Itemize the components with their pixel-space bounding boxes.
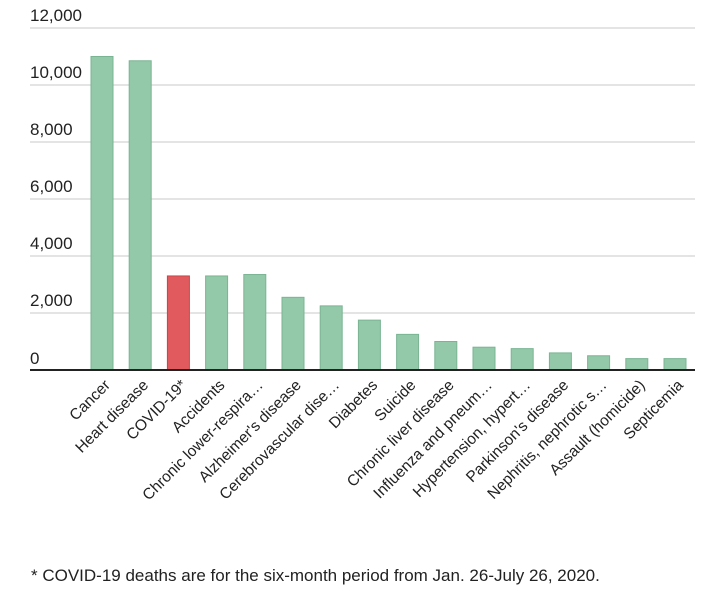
- y-tick-label: 8,000: [30, 120, 73, 139]
- bar: [205, 275, 229, 371]
- bar: [281, 296, 305, 371]
- y-tick-label: 12,000: [30, 6, 82, 25]
- bar: [128, 60, 152, 371]
- bar: [472, 346, 496, 371]
- bar: [548, 352, 572, 371]
- y-axis-tick-labels: 0 2,000 4,000 6,000 8,000 10,000 12,000: [30, 6, 82, 368]
- y-tick-label: 0: [30, 349, 39, 368]
- bar: [90, 56, 114, 371]
- bars: [90, 56, 687, 371]
- bar: [663, 358, 687, 371]
- bar: [587, 355, 611, 371]
- y-tick-label: 10,000: [30, 63, 82, 82]
- bar: [625, 358, 649, 371]
- y-tick-label: 6,000: [30, 177, 73, 196]
- footnote: * COVID-19 deaths are for the six-month …: [31, 566, 600, 585]
- y-tick-label: 4,000: [30, 234, 73, 253]
- bar: [243, 274, 267, 371]
- bar: [357, 319, 381, 371]
- bar: [319, 305, 343, 371]
- bar-chart: 0 2,000 4,000 6,000 8,000 10,000 12,000 Cancer…: [30, 6, 695, 504]
- bar: [434, 341, 458, 371]
- bar: [396, 333, 420, 371]
- bar-highlighted: [166, 275, 190, 371]
- bar: [510, 348, 534, 371]
- y-tick-label: 2,000: [30, 291, 73, 310]
